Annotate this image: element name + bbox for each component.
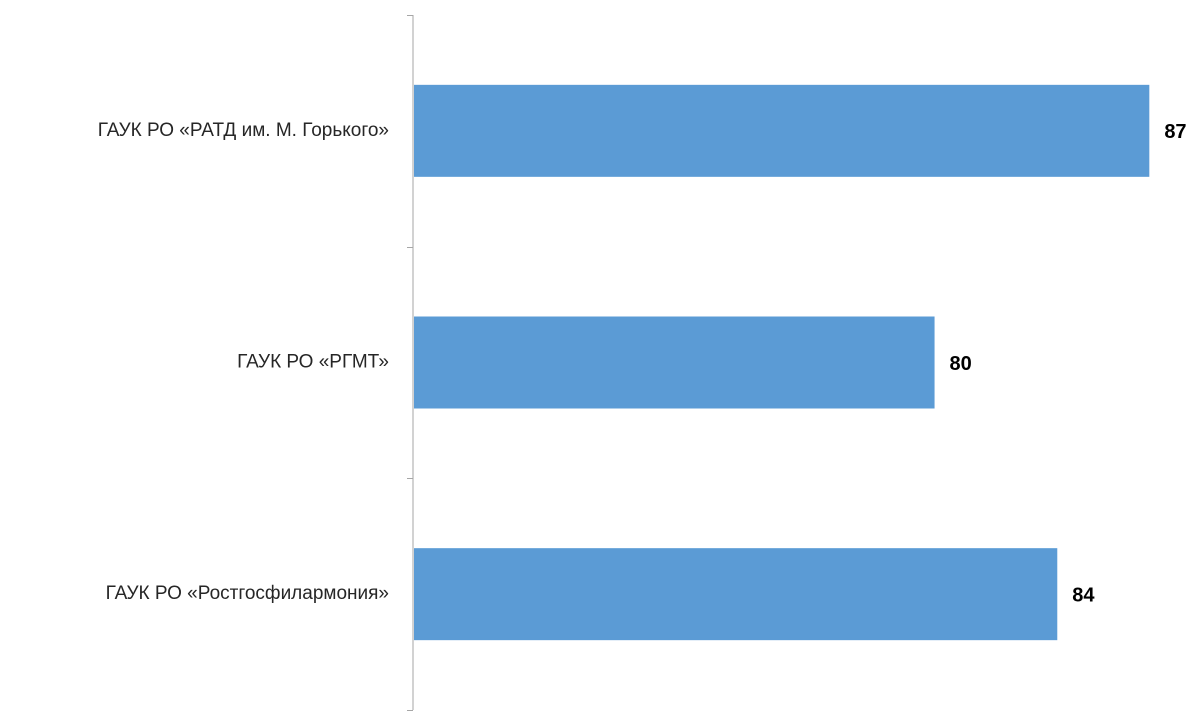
data-label: 80 [950, 353, 972, 375]
bars [414, 84, 1150, 641]
category-axis [407, 15, 414, 711]
bar [414, 548, 1058, 641]
category-label: ГАУК РО «РГМТ» [237, 352, 389, 373]
bar [414, 84, 1150, 177]
category-label: ГАУК РО «Ростгосфилармония» [106, 583, 389, 604]
bar [414, 316, 935, 409]
category-label: ГАУК РО «РАТД им. М. Горького» [98, 120, 389, 141]
data-label: 84 [1072, 584, 1095, 606]
data-label: 87 [1164, 121, 1186, 143]
labels: ГАУК РО «РАТД им. М. Горького» 87 ГАУК РО … [98, 120, 1187, 607]
